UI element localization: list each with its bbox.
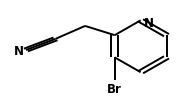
Text: N: N [144,17,154,30]
Text: Br: Br [107,83,122,96]
Text: N: N [14,45,24,58]
